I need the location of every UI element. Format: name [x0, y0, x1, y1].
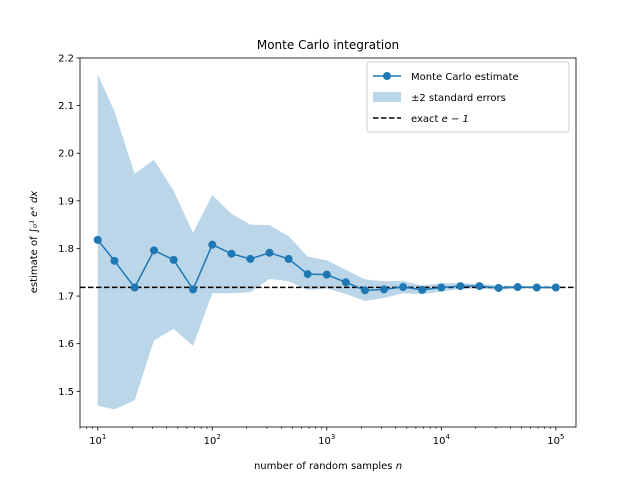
- y-tick-label: 1.9: [58, 196, 74, 207]
- legend-exact-label-text: exact: [411, 114, 442, 125]
- y-axis-label: estimate of ∫₀¹ eˣ dx: [29, 191, 40, 294]
- estimate-point: [110, 256, 119, 265]
- estimate-point: [456, 282, 465, 291]
- x-axis-label-text: number of random samples: [254, 461, 396, 472]
- estimate-point: [380, 285, 389, 294]
- legend-estimate-marker: [383, 72, 391, 80]
- y-tick-label: 1.7: [58, 292, 74, 303]
- y-tick-label: 2.1: [58, 101, 74, 112]
- estimate-point: [189, 285, 198, 294]
- estimate-point: [532, 283, 541, 292]
- y-axis-label-text: estimate of: [29, 233, 40, 293]
- estimate-point: [208, 240, 217, 249]
- estimate-point: [93, 235, 102, 244]
- y-tick-label: 1.6: [58, 339, 74, 350]
- estimate-point: [246, 254, 255, 263]
- x-tick-label-exponent: 3: [331, 433, 335, 441]
- estimate-point: [494, 283, 503, 292]
- legend-exact-label-math: e − 1: [442, 114, 469, 125]
- estimate-point: [418, 285, 427, 294]
- estimate-point: [169, 255, 178, 264]
- y-tick-label: 2.0: [58, 149, 74, 160]
- x-tick-label-base: 10: [433, 436, 446, 447]
- x-tick-label-exponent: 1: [102, 433, 106, 441]
- estimate-point: [437, 283, 446, 292]
- x-tick-label: 104: [433, 433, 451, 447]
- confidence-band: [97, 74, 556, 410]
- legend-band-label: ±2 standard errors: [411, 93, 506, 104]
- chart-title: Monte Carlo integration: [257, 38, 399, 52]
- legend-exact-label: exact e − 1: [411, 114, 469, 125]
- estimate-point: [227, 249, 236, 258]
- y-tick-label: 2.2: [58, 54, 74, 65]
- estimate-point: [475, 282, 484, 291]
- legend-band-swatch: [373, 92, 401, 102]
- estimate-point: [130, 283, 139, 292]
- estimate-point: [303, 270, 312, 279]
- legend-frame: [366, 61, 570, 133]
- x-tick-label: 105: [547, 433, 564, 447]
- y-axis-label-math: ∫₀¹ eˣ dx: [29, 191, 40, 234]
- x-tick-label-base: 10: [318, 436, 331, 447]
- x-tick-label-base: 10: [204, 436, 217, 447]
- estimate-point: [513, 283, 522, 292]
- estimate-point: [551, 283, 560, 292]
- estimate-point: [150, 246, 159, 255]
- legend-estimate-label: Monte Carlo estimate: [411, 72, 519, 83]
- x-axis-label-variable: n: [396, 461, 402, 472]
- x-tick-label-exponent: 5: [560, 433, 564, 441]
- plot-area: [80, 74, 576, 410]
- x-tick-label-base: 10: [89, 436, 102, 447]
- x-axis-label: number of random samples n: [254, 461, 402, 472]
- x-tick-label: 101: [89, 433, 106, 447]
- axes-frame: [79, 57, 577, 428]
- y-tick-label: 1.5: [58, 387, 74, 398]
- estimate-point: [399, 283, 408, 292]
- y-tick-label: 1.8: [58, 244, 74, 255]
- x-tick-label-exponent: 2: [216, 433, 220, 441]
- estimate-point: [341, 278, 350, 287]
- estimate-point: [322, 270, 331, 279]
- x-tick-label: 103: [318, 433, 335, 447]
- x-tick-label-base: 10: [547, 436, 560, 447]
- estimate-point: [265, 248, 274, 257]
- legend: Monte Carlo estimate ±2 standard errors …: [366, 61, 570, 133]
- x-tick-label-exponent: 4: [445, 433, 450, 441]
- estimate-point: [284, 254, 293, 263]
- estimate-point: [360, 286, 369, 295]
- x-tick-label: 102: [204, 433, 221, 447]
